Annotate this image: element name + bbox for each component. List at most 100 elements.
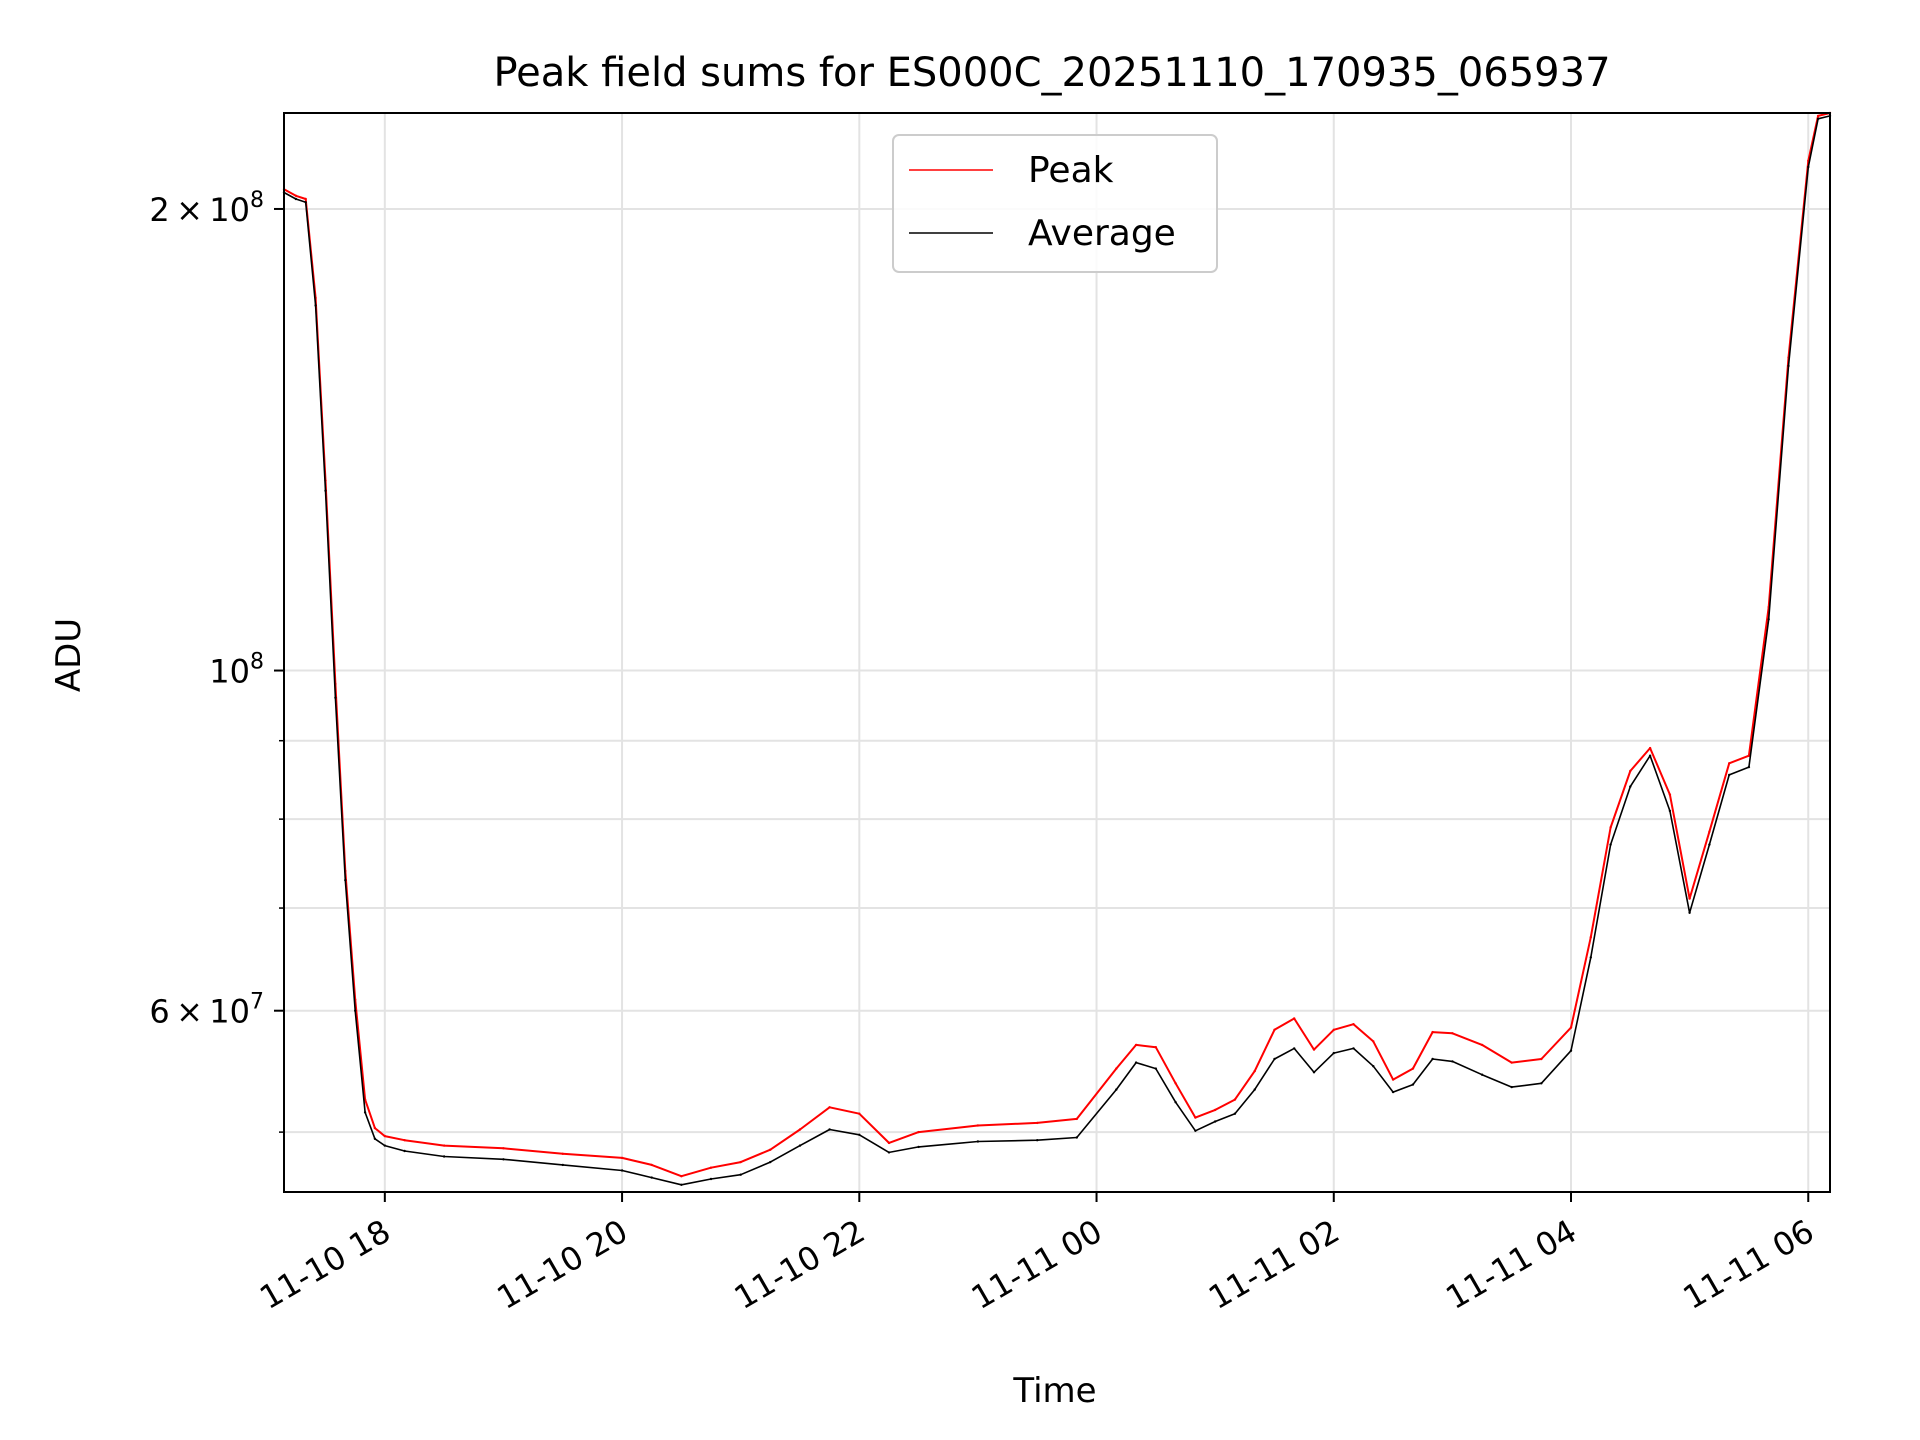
data-point-peak — [798, 1128, 802, 1131]
data-point-peak — [502, 1147, 505, 1150]
data-point-average — [976, 1140, 980, 1143]
data-point-peak — [1609, 826, 1612, 829]
data-point-average — [1747, 765, 1751, 769]
data-point-average — [363, 1111, 367, 1114]
data-point-average — [1816, 117, 1820, 121]
data-point-peak — [620, 1156, 624, 1160]
data-point-peak — [304, 197, 307, 201]
data-point-average — [1451, 1060, 1454, 1063]
data-point-average — [442, 1155, 446, 1158]
data-point-average — [1767, 618, 1770, 621]
data-point-average — [383, 1144, 386, 1147]
data-point-peak — [1728, 762, 1731, 765]
data-point-average — [887, 1151, 891, 1154]
data-point-average — [403, 1149, 406, 1153]
y-tick-label: 2 × 108 — [149, 188, 264, 229]
data-point-peak — [1293, 1017, 1296, 1020]
x-axis-label: Time — [1012, 1371, 1096, 1411]
data-point-average — [1253, 1088, 1256, 1091]
data-point-peak — [561, 1152, 564, 1156]
data-point-average — [1589, 956, 1593, 959]
data-point-average — [858, 1133, 861, 1137]
data-point-peak — [739, 1160, 742, 1164]
data-point-average — [1154, 1067, 1158, 1070]
data-point-peak — [1411, 1067, 1415, 1070]
data-point-peak — [1253, 1069, 1256, 1073]
data-point-peak — [1372, 1040, 1375, 1043]
data-point-average — [1668, 809, 1672, 813]
series-layer — [282, 111, 1832, 1187]
data-point-peak — [1451, 1032, 1454, 1035]
data-point-average — [1629, 785, 1632, 788]
data-point-peak — [1391, 1078, 1395, 1081]
data-point-peak — [1569, 1026, 1573, 1029]
data-point-average — [1332, 1051, 1336, 1055]
legend-label-peak: Peak — [1028, 150, 1114, 191]
data-point-average — [1540, 1082, 1543, 1085]
data-point-average — [1708, 843, 1711, 846]
data-point-peak — [1480, 1043, 1484, 1047]
data-point-average — [1569, 1049, 1573, 1052]
data-point-average — [1233, 1112, 1237, 1115]
data-point-peak — [1036, 1121, 1039, 1125]
data-point-peak — [680, 1175, 683, 1178]
data-point-average — [344, 878, 347, 882]
y-tick-exponent: 8 — [250, 188, 264, 213]
data-point-peak — [1708, 830, 1711, 833]
y-axis-label: ADU — [49, 618, 89, 692]
data-point-peak — [887, 1141, 891, 1145]
data-point-peak — [1075, 1117, 1079, 1121]
y-tick-label: 6 × 107 — [149, 990, 264, 1031]
data-point-average — [373, 1137, 377, 1141]
data-point-average — [1214, 1120, 1217, 1123]
data-point-peak — [1688, 897, 1691, 900]
data-point-average — [1036, 1139, 1039, 1142]
data-point-peak — [1648, 746, 1652, 750]
data-point-average — [739, 1173, 742, 1176]
data-point-peak — [1214, 1108, 1217, 1112]
data-point-peak — [1154, 1046, 1158, 1049]
data-point-average — [1115, 1088, 1118, 1091]
data-point-average — [314, 304, 317, 307]
data-point-peak — [1332, 1028, 1336, 1032]
data-point-average — [1293, 1047, 1296, 1050]
data-point-average — [304, 201, 307, 204]
data-point-peak — [1312, 1048, 1316, 1051]
data-point-average — [798, 1144, 802, 1147]
data-point-peak — [383, 1134, 386, 1138]
data-point-average — [1194, 1129, 1197, 1133]
data-point-average — [828, 1128, 831, 1131]
data-point-average — [1134, 1061, 1138, 1064]
data-point-average — [1807, 165, 1810, 169]
data-point-peak — [828, 1106, 831, 1109]
data-point-average — [917, 1145, 920, 1149]
data-point-average — [1510, 1085, 1513, 1089]
data-point-average — [1174, 1101, 1177, 1104]
data-point-peak — [294, 194, 298, 197]
data-point-average — [334, 696, 337, 699]
data-point-peak — [1194, 1116, 1197, 1119]
legend: Peak Average — [892, 134, 1218, 273]
data-point-average — [650, 1176, 653, 1179]
data-point-average — [1688, 911, 1691, 914]
data-point-peak — [1352, 1022, 1355, 1026]
data-point-peak — [1540, 1057, 1543, 1061]
data-point-average — [769, 1160, 772, 1164]
data-point-peak — [1174, 1082, 1177, 1085]
data-point-average — [1352, 1047, 1355, 1050]
data-point-peak — [976, 1124, 980, 1127]
data-point-average — [502, 1158, 505, 1161]
data-point-peak — [403, 1139, 406, 1142]
data-point-peak — [373, 1126, 377, 1130]
data-point-peak — [1747, 754, 1751, 757]
data-point-peak — [917, 1130, 920, 1134]
data-point-average — [1411, 1083, 1415, 1086]
data-point-average — [1648, 754, 1652, 757]
data-point-peak — [1431, 1030, 1434, 1034]
legend-label-average: Average — [1028, 213, 1176, 254]
data-point-peak — [1510, 1061, 1513, 1064]
data-point-average — [354, 1009, 357, 1012]
data-point-peak — [1629, 769, 1632, 773]
